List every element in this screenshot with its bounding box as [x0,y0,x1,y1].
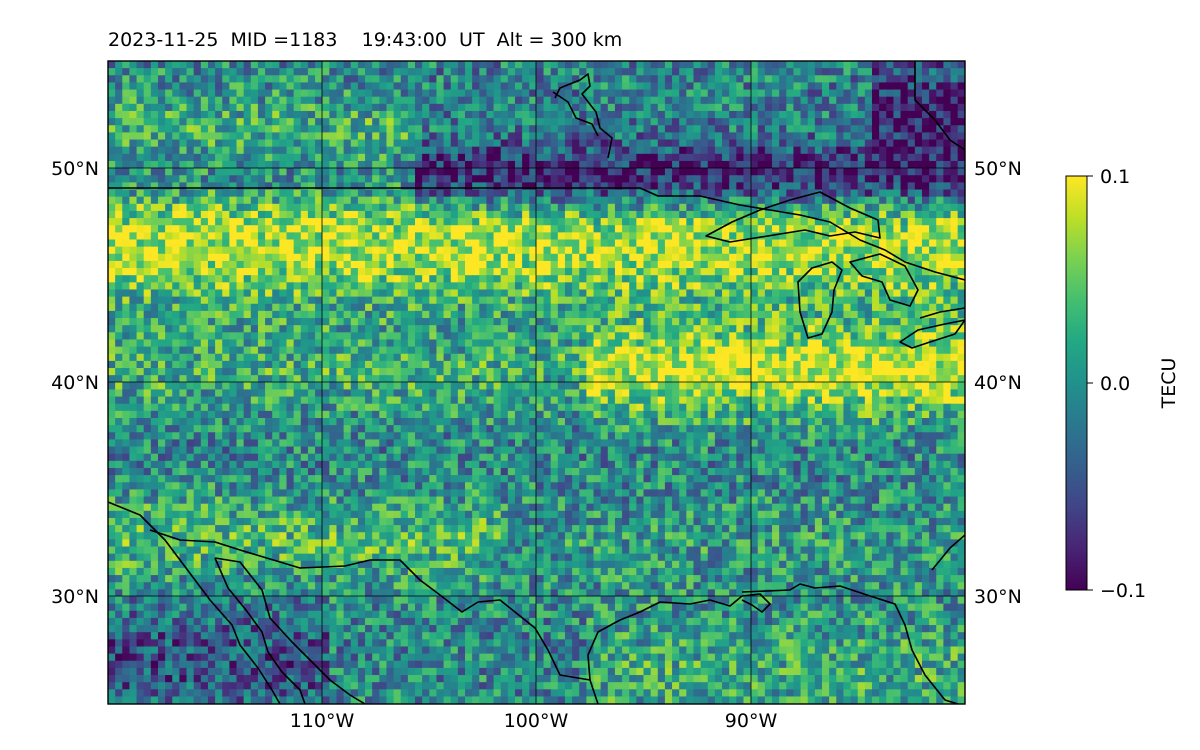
lat-tick-label: 30°N [974,586,1022,608]
colorbar-tick-label: −0.1 [1100,580,1146,602]
lat-tick-label: 50°N [974,158,1022,180]
us-mexico-border [149,529,599,704]
title-alt: Alt = 300 km [496,29,623,51]
colorbar-gradient [1065,175,1088,591]
latitude-tick-labels-right: 50°N 40°N 30°N [974,158,1022,608]
lake-michigan [797,261,843,339]
lat-tick-label: 40°N [974,372,1022,394]
baja-peninsula [214,557,306,704]
us-canada-border [108,187,965,281]
colorbar: 0.1 0.0 −0.1 TECU [1065,166,1180,602]
lon-tick-label: 90°W [725,710,778,732]
latitude-tick-labels-left: 50°N 40°N 30°N [51,158,99,608]
tec-heatmap [108,61,965,704]
baja-gulf-side [214,557,366,704]
lat-tick-label: 40°N [51,372,99,394]
atlantic-coast-southeast [931,534,965,571]
title-mid: MID =1183 [230,29,338,51]
gulf-coast-east [741,583,959,704]
longitude-tick-labels: 110°W 100°W 90°W [290,710,778,732]
lon-tick-label: 100°W [504,710,569,732]
gridlines [108,61,965,704]
lon-tick-label: 110°W [290,710,355,732]
title-date: 2023-11-25 [108,29,219,51]
lat-tick-label: 30°N [51,586,99,608]
map-title: 2023-11-25 MID =1183 19:43:00 UT Alt = 3… [108,29,622,51]
hudson-bay-inlet [552,91,599,137]
northeast-coast [914,61,965,151]
lake-superior [705,191,881,243]
gulf-coast-louisiana [741,593,771,613]
title-time: 19:43:00 UT [361,29,485,51]
lake-erie [899,319,965,349]
colorbar-label: TECU [1158,358,1180,410]
lake-ontario [919,307,965,319]
coastlines [108,61,965,704]
colorbar-tick-label: 0.0 [1100,373,1130,395]
hudson-bay-coast [554,73,613,159]
colorbar-tick-label: 0.1 [1100,166,1130,188]
lake-huron [849,253,919,307]
gulf-coast-texas [587,595,743,681]
lat-tick-label: 50°N [51,158,99,180]
map-frame [107,60,966,705]
